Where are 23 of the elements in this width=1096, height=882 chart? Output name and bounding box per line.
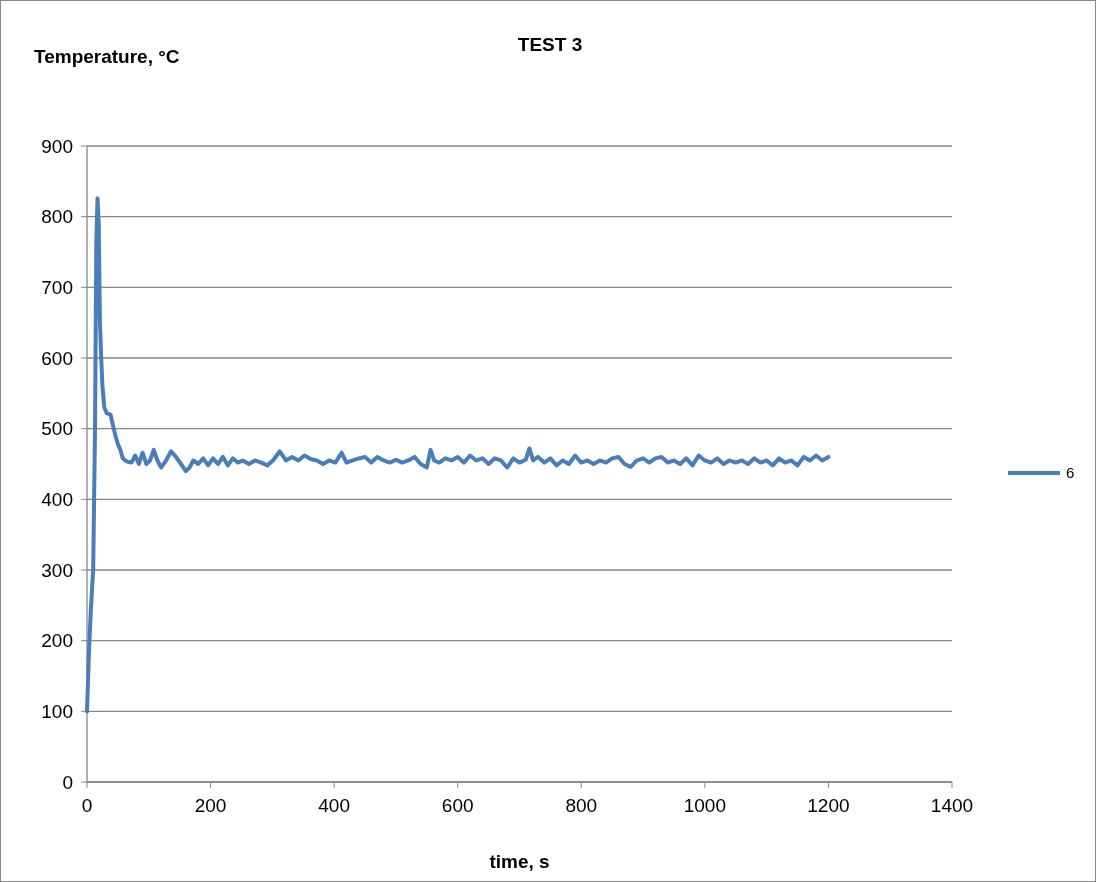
y-tick-label: 900 [41,135,73,157]
y-tick-label: 300 [41,559,73,581]
x-tick-label: 800 [565,795,598,816]
x-tick-label: 600 [441,795,474,816]
x-tick-label: 400 [318,795,350,816]
y-tick-label: 800 [41,206,73,228]
y-tick-label: 100 [41,700,73,722]
y-tick-label: 200 [41,630,73,652]
x-tick-label: 1400 [930,795,974,816]
y-tick-label: 0 [62,771,73,793]
y-tick-label: 500 [41,418,73,440]
y-tick-label: 700 [41,276,73,298]
x-tick-label: 0 [81,795,93,816]
x-tick-label: 1000 [683,795,726,816]
y-axis-title: Temperature, °C [34,46,180,67]
x-axis-title: time, s [489,851,550,872]
x-tick-label: 200 [194,795,227,816]
line-series [85,196,831,714]
y-tick-label: 600 [41,347,73,369]
x-tick-label: 1200 [807,795,850,816]
chart-title: TEST 3 [517,34,583,55]
y-tick-label: 400 [41,488,73,510]
legend-label: 6 [1066,464,1075,482]
